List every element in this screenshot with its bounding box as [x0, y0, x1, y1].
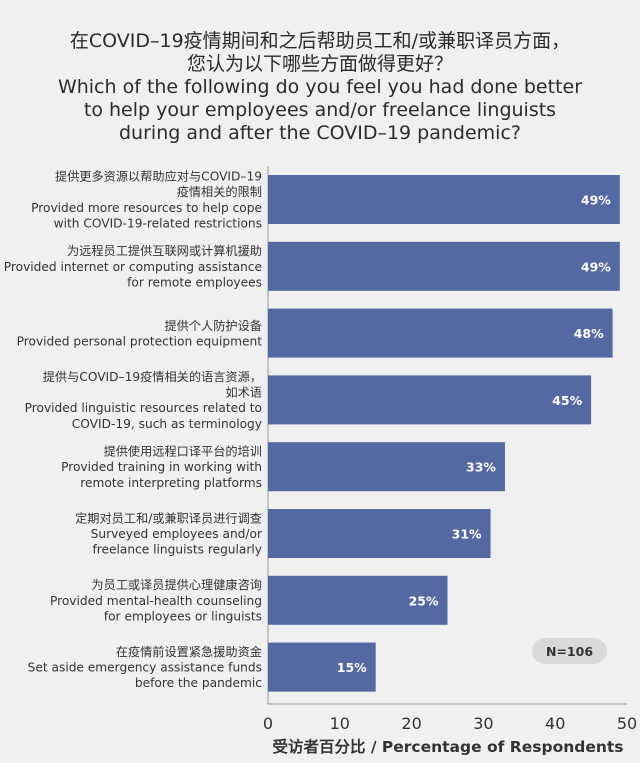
category-label-7-line-3: for employees or linguists: [104, 609, 262, 623]
title-en-line2: to help your employees and/or freelance …: [83, 99, 557, 121]
category-label-6-line-2: Surveyed employees and/or: [91, 527, 263, 541]
title-zh-line1: 在COVID–19疫情期间和之后帮助员工和/或兼职译员方面，: [69, 30, 571, 52]
category-label-8-line-2: Set aside emergency assistance funds: [28, 661, 262, 675]
title-en-line3: during and after the COVID–19 pandemic?: [119, 122, 521, 144]
data-label-1: 49%: [581, 193, 611, 208]
x-tick-label-50: 50: [617, 714, 637, 733]
category-label-7-line-1: 为员工或译员提供心理健康咨询: [91, 577, 262, 592]
category-label-1-line-3: Provided more resources to help cope: [31, 201, 262, 215]
category-label-4-line-2: 如术语: [225, 385, 262, 400]
category-label-5-line-3: remote interpreting platforms: [80, 476, 262, 490]
category-label-4-line-1: 提供与COVID–19疫情相关的语言资源，: [43, 369, 262, 384]
x-tick-label-10: 10: [330, 714, 350, 733]
x-tick-label-30: 30: [473, 714, 493, 733]
bar-3: [268, 308, 613, 358]
chart-title: 在COVID–19疫情期间和之后帮助员工和/或兼职译员方面， 您认为以下哪些方面…: [0, 30, 640, 145]
bar-1: [268, 175, 620, 224]
x-tick-label-40: 40: [545, 714, 565, 733]
category-label-2-line-3: for remote employees: [127, 275, 262, 289]
data-label-5: 33%: [466, 460, 496, 475]
data-label-8: 15%: [337, 660, 367, 675]
category-label-2-line-2: Provided internet or computing assistanc…: [4, 260, 262, 274]
category-label-7-line-2: Provided mental-health counseling: [50, 594, 262, 608]
category-label-1-line-1: 提供更多资源以帮助应对与COVID–19: [55, 169, 262, 184]
x-tick-label-20: 20: [401, 714, 421, 733]
bar-6: [268, 509, 491, 558]
data-label-3: 48%: [574, 326, 604, 341]
category-label-6-line-3: freelance linguists regularly: [92, 543, 262, 557]
bar-4: [268, 375, 592, 425]
category-label-1-line-4: with COVID-19-related restrictions: [54, 216, 262, 230]
sample-size-badge: [532, 638, 607, 664]
bar-8: [268, 642, 376, 692]
category-label-4-line-3: Provided linguistic resources related to: [25, 401, 262, 415]
category-label-3-line-2: Provided personal protection equipment: [17, 334, 263, 348]
sample-size-label: N=106: [546, 644, 593, 659]
title-zh-line2: 您认为以下哪些方面做得更好？: [186, 53, 453, 75]
data-label-4: 45%: [552, 393, 582, 408]
bar-7: [268, 575, 448, 625]
category-label-2-line-1: 为远程员工提供互联网或计算机援助: [67, 243, 262, 258]
category-label-5-line-2: Provided training in working with: [61, 460, 262, 474]
category-label-5-line-1: 提供使用远程口译平台的培训: [104, 444, 262, 459]
bar-2: [268, 241, 620, 291]
bar-5: [268, 442, 505, 492]
category-label-3-line-1: 提供个人防护设备: [165, 318, 263, 333]
category-label-8-line-3: before the pandemic: [135, 676, 262, 690]
title-en-line1: Which of the following do you feel you h…: [57, 76, 583, 98]
x-axis-label: 受访者百分比 / Percentage of Respondents: [272, 737, 623, 756]
data-label-6: 31%: [452, 527, 482, 542]
data-label-2: 49%: [581, 259, 611, 274]
category-label-8-line-1: 在疫情前设置紧急援助资金: [116, 644, 262, 659]
category-label-4-line-4: COVID-19, such as terminology: [72, 417, 262, 431]
x-tick-label-0: 0: [263, 714, 273, 733]
category-label-1-line-2: 疫情相关的限制: [177, 184, 262, 199]
data-label-7: 25%: [409, 593, 439, 608]
category-label-6-line-1: 定期对员工和/或兼职译员进行调查: [75, 510, 262, 525]
